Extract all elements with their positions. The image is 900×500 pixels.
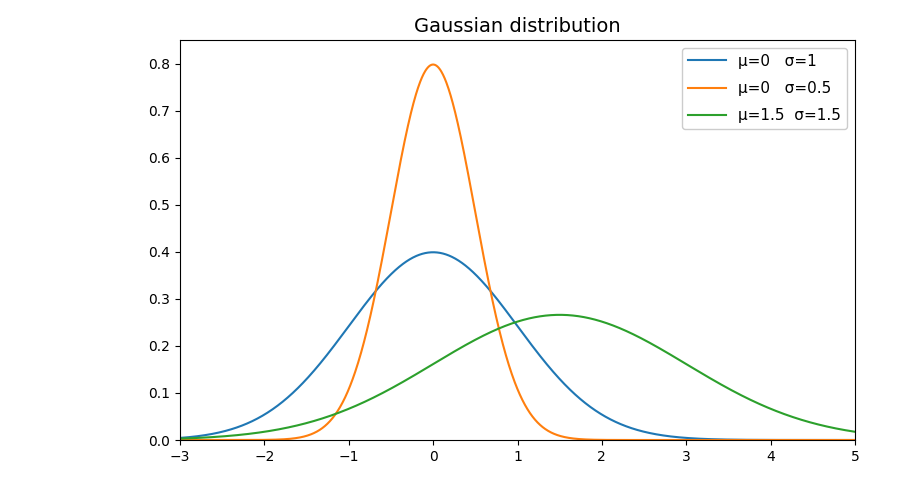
μ=1.5  σ=1.5 (133, 436, 144, 442)
μ=1.5  σ=1.5 (500, 322, 511, 328)
μ=1.5  σ=1.5 (90, 437, 101, 443)
μ=0   σ=0.5 (428, 62, 438, 68)
μ=0   σ=1 (479, 280, 490, 286)
μ=1.5  σ=1.5 (554, 312, 565, 318)
Title: Gaussian distribution: Gaussian distribution (414, 16, 621, 36)
μ=0   σ=1 (90, 437, 101, 443)
Legend: μ=0   σ=1, μ=0   σ=0.5, μ=1.5  σ=1.5: μ=0 σ=1, μ=0 σ=0.5, μ=1.5 σ=1.5 (682, 48, 848, 130)
μ=1.5  σ=1.5 (478, 332, 489, 338)
Line: μ=0   σ=0.5: μ=0 σ=0.5 (95, 64, 900, 440)
Line: μ=1.5  σ=1.5: μ=1.5 σ=1.5 (95, 315, 900, 440)
μ=0   σ=1 (755, 437, 766, 443)
μ=0   σ=0.5 (133, 437, 144, 443)
μ=0   σ=1 (133, 436, 144, 442)
μ=0   σ=0.5 (479, 255, 490, 261)
Line: μ=0   σ=1: μ=0 σ=1 (95, 252, 900, 440)
μ=0   σ=1 (501, 308, 512, 314)
μ=1.5  σ=1.5 (755, 402, 766, 407)
μ=0   σ=0.5 (90, 437, 101, 443)
μ=0   σ=0.5 (501, 354, 512, 360)
μ=0   σ=1 (428, 250, 438, 256)
μ=0   σ=0.5 (755, 437, 766, 443)
